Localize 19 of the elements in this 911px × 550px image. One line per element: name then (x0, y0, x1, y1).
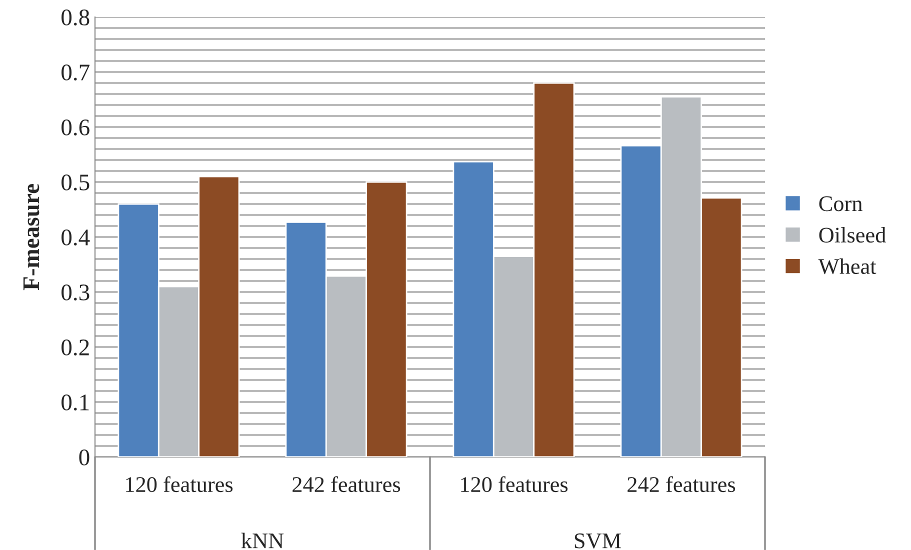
legend-label: Wheat (818, 258, 876, 274)
text: kNN (241, 532, 284, 548)
y-tick-label: 0.3 (62, 284, 90, 301)
y-axis-title: F-measure (23, 184, 40, 290)
legend-label: Corn (819, 196, 862, 212)
y-tick-label: 0.2 (62, 339, 89, 356)
y-tick-label: 0 (79, 449, 90, 466)
y-tick-label: 0.5 (62, 174, 90, 191)
x-tick-label: 242 features (292, 476, 400, 492)
text: SVM (574, 533, 621, 548)
legend-label: Oilseed (819, 226, 886, 243)
x-tick-label: 120 features (126, 476, 233, 492)
y-tick-label: 0.6 (62, 119, 90, 136)
y-tick-label: 0.4 (62, 229, 90, 246)
x-tick-label: 242 features (628, 476, 736, 492)
y-tick-label: 0.7 (62, 64, 90, 81)
y-tick-label: 0.1 (62, 394, 89, 411)
y-tick-label: 0.8 (62, 9, 90, 26)
x-tick-label: 120 features (461, 476, 568, 492)
